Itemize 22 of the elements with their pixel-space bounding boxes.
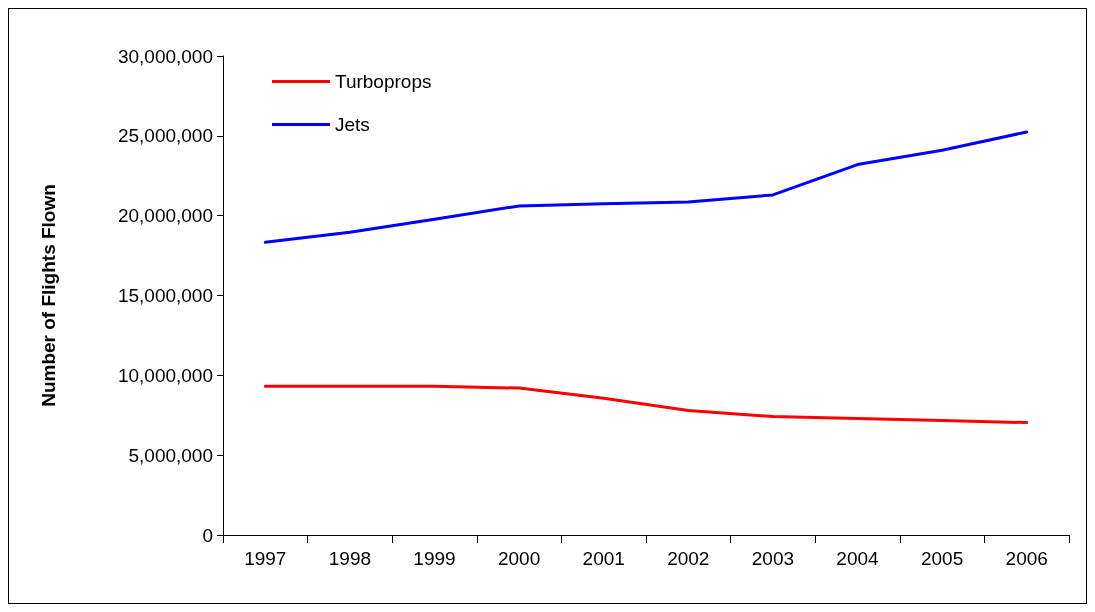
y-tick-label: 0 [202,524,213,546]
y-tick-label: 30,000,000 [117,45,213,67]
y-tick-label: 10,000,000 [117,364,213,386]
x-tick-label: 1999 [413,548,456,569]
x-tick-label: 2001 [582,548,625,569]
x-tick-label: 2002 [667,548,710,569]
x-tick-label: 1997 [244,548,287,569]
line-series [263,130,1029,244]
legend-label: Turboprops [335,71,432,92]
y-tick-label: 5,000,000 [128,444,213,466]
y-tick-label: 15,000,000 [117,285,213,306]
x-tick-label: 2004 [836,548,880,569]
x-tick-label: 1998 [328,548,372,569]
x-tick-label: 2003 [751,548,795,569]
x-tick-label: 2005 [920,548,964,569]
y-tick-label: 25,000,000 [117,125,213,147]
y-axis-title: Number of Flights Flown [38,184,59,407]
legend-label: Jets [335,114,370,135]
x-tick-label: 2000 [497,548,541,569]
y-tick-label: 20,000,000 [117,205,213,227]
x-tick-label: 2006 [1005,548,1048,569]
line-series [263,384,1029,425]
